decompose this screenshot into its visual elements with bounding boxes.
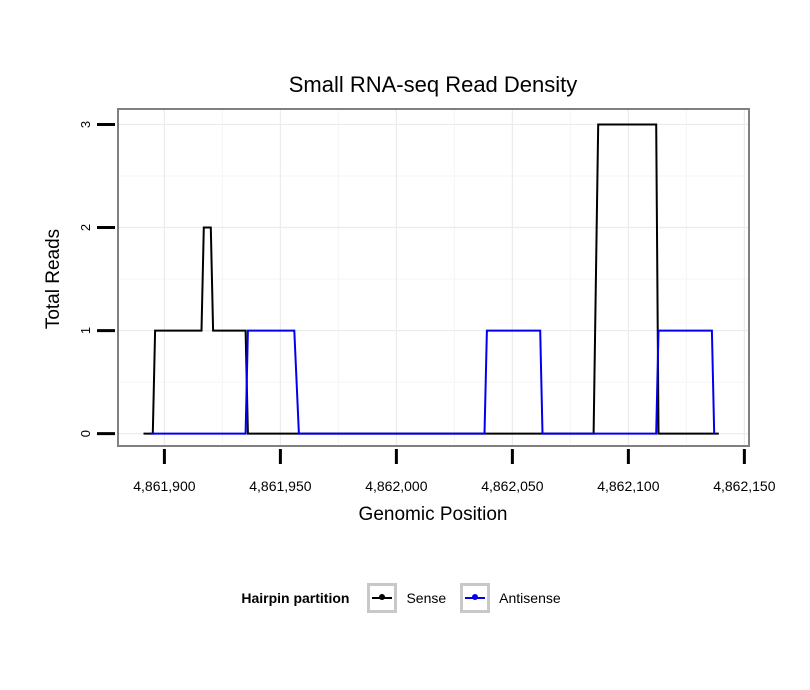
grid	[118, 109, 749, 446]
x-tick-label: 4,862,000	[365, 478, 427, 494]
legend-label-sense: Sense	[406, 590, 447, 606]
read-density-chart: Small RNA-seq Read Density 4,861,900 4,86…	[43, 72, 776, 525]
x-axis-label: Genomic Position	[359, 504, 508, 525]
legend: Hairpin partition Sense Antisense	[0, 580, 810, 616]
y-tick-label: 3	[78, 121, 93, 128]
x-tick-label: 4,862,150	[713, 478, 775, 494]
series-layer	[143, 123, 719, 435]
legend-key-antisense	[460, 583, 491, 613]
legend-key-sense-dot	[379, 594, 386, 600]
y-tick-label: 0	[78, 430, 93, 437]
series-line-antisense	[150, 329, 716, 435]
legend-key-antisense-dot	[472, 594, 479, 600]
y-axis-label: Total Reads	[43, 229, 64, 329]
x-tick-label: 4,862,050	[481, 478, 543, 494]
x-tick-label: 4,861,950	[249, 478, 311, 494]
legend-label-antisense: Antisense	[499, 590, 561, 606]
legend-title: Hairpin partition	[241, 590, 350, 606]
x-tick-label: 4,861,900	[133, 478, 195, 494]
y-tick-label: 1	[78, 327, 93, 334]
axes: 4,861,900 4,861,950 4,862,000 4,862,050 4,86…	[78, 121, 776, 494]
x-tick-label: 4,862,100	[597, 478, 659, 494]
legend-key-sense	[367, 583, 398, 613]
chart-title: Small RNA-seq Read Density	[289, 72, 578, 97]
plot-panel	[117, 108, 750, 447]
y-tick-label: 2	[78, 224, 93, 231]
